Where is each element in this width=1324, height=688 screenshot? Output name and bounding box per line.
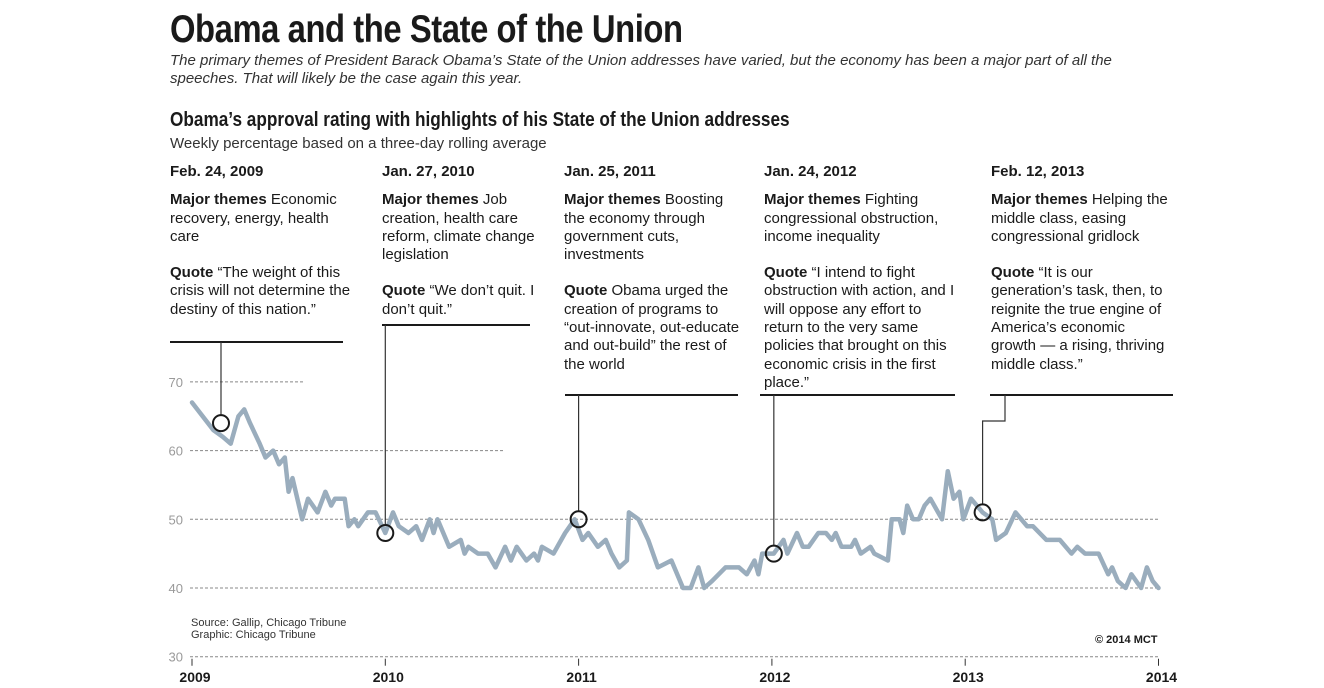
themes-text: Economic recovery, energy, health care: [170, 191, 337, 245]
annotation-quote: Quote “I intend to fight obstruction wit…: [764, 264, 962, 392]
themes-label: Major themes: [170, 191, 267, 209]
quote-text: “The weight of this crisis will not dete…: [170, 264, 351, 318]
quote-text: “We don’t quit. I don’t quit.”: [382, 282, 535, 318]
sotu-marker-0: [211, 414, 230, 433]
sotu-marker-2: [569, 510, 588, 529]
themes-label: Major themes: [382, 191, 479, 209]
themes-text: Fighting congressional obstruction, inco…: [764, 191, 939, 245]
annotation-themes: Major themes Job creation, health care r…: [382, 191, 542, 264]
annotation-date: Feb. 24, 2009: [170, 163, 264, 180]
annotation-themes: Major themes Economic recovery, energy, …: [170, 191, 355, 246]
annotation-date: Feb. 12, 2013: [991, 163, 1085, 180]
x-tick-label: 2014: [1146, 669, 1177, 685]
quote-label: Quote: [991, 264, 1035, 282]
annotation-quote: Quote “The weight of this crisis will no…: [170, 264, 355, 319]
annotation-quote: Quote “It is our generation’s task, then…: [991, 264, 1173, 374]
x-tick-label: 2009: [179, 669, 210, 685]
annotation-2009: Feb. 24, 2009 Major themes Economic reco…: [170, 163, 355, 337]
chart-heading: Obama’s approval rating with highlights …: [170, 109, 790, 131]
themes-label: Major themes: [764, 191, 861, 209]
copyright: © 2014 MCT: [1095, 634, 1158, 646]
annotation-date: Jan. 25, 2011: [564, 163, 656, 180]
sotu-marker-3: [764, 544, 783, 563]
y-tick-label: 70: [169, 375, 183, 390]
themes-label: Major themes: [564, 191, 661, 209]
sotu-marker-4: [973, 503, 992, 522]
quote-text: “I intend to fight obstruction with acti…: [764, 264, 955, 391]
y-tick-label: 60: [169, 444, 183, 459]
y-tick-label: 30: [169, 650, 183, 665]
quote-text: Obama urged the creation of programs to …: [564, 282, 740, 373]
annotation-themes: Major themes Helping the middle class, e…: [991, 191, 1173, 246]
leader-line-4: [981, 395, 1006, 505]
y-tick-label: 40: [169, 581, 183, 596]
annotation-quote: Quote “We don’t quit. I don’t quit.”: [382, 282, 542, 319]
annotation-date: Jan. 24, 2012: [764, 163, 857, 180]
source-text: Source: Gallip, Chicago Tribune: [191, 617, 347, 629]
themes-text: Helping the middle class, easing congres…: [991, 191, 1168, 245]
page-title: Obama and the State of the Union: [170, 8, 683, 51]
annotation-2013: Feb. 12, 2013 Major themes Helping the m…: [991, 163, 1173, 392]
sotu-marker-1: [376, 524, 395, 543]
annotation-themes: Major themes Fighting congressional obst…: [764, 191, 962, 246]
quote-label: Quote: [382, 282, 426, 300]
themes-text: Boosting the economy through government …: [564, 191, 724, 264]
annotation-2011: Jan. 25, 2011 Major themes Boosting the …: [564, 163, 746, 392]
source-credit: Source: Gallip, Chicago Tribune Graphic:…: [191, 617, 346, 641]
annotation-quote: Quote Obama urged the creation of progra…: [564, 282, 746, 373]
chart-subheading: Weekly percentage based on a three-day r…: [170, 135, 547, 152]
annotation-date: Jan. 27, 2010: [382, 163, 475, 180]
quote-label: Quote: [564, 282, 608, 300]
approval-series-line: [189, 400, 1161, 591]
quote-label: Quote: [764, 264, 808, 282]
y-tick-label: 50: [169, 512, 183, 527]
quote-text: “It is our generation’s task, then, to r…: [991, 264, 1165, 373]
x-tick-label: 2012: [759, 669, 790, 685]
x-tick-label: 2011: [566, 669, 597, 685]
x-tick-label: 2010: [373, 669, 404, 685]
graphic-credit: Graphic: Chicago Tribune: [191, 629, 316, 641]
annotation-2012: Jan. 24, 2012 Major themes Fighting cong…: [764, 163, 962, 410]
annotation-2010: Jan. 27, 2010 Major themes Job creation,…: [382, 163, 542, 337]
quote-label: Quote: [170, 264, 214, 282]
subtitle: The primary themes of President Barack O…: [170, 52, 1112, 87]
themes-text: Job creation, health care reform, climat…: [382, 191, 535, 264]
themes-label: Major themes: [991, 191, 1088, 209]
x-tick-label: 2013: [953, 669, 984, 685]
annotation-themes: Major themes Boosting the economy throug…: [564, 191, 746, 264]
